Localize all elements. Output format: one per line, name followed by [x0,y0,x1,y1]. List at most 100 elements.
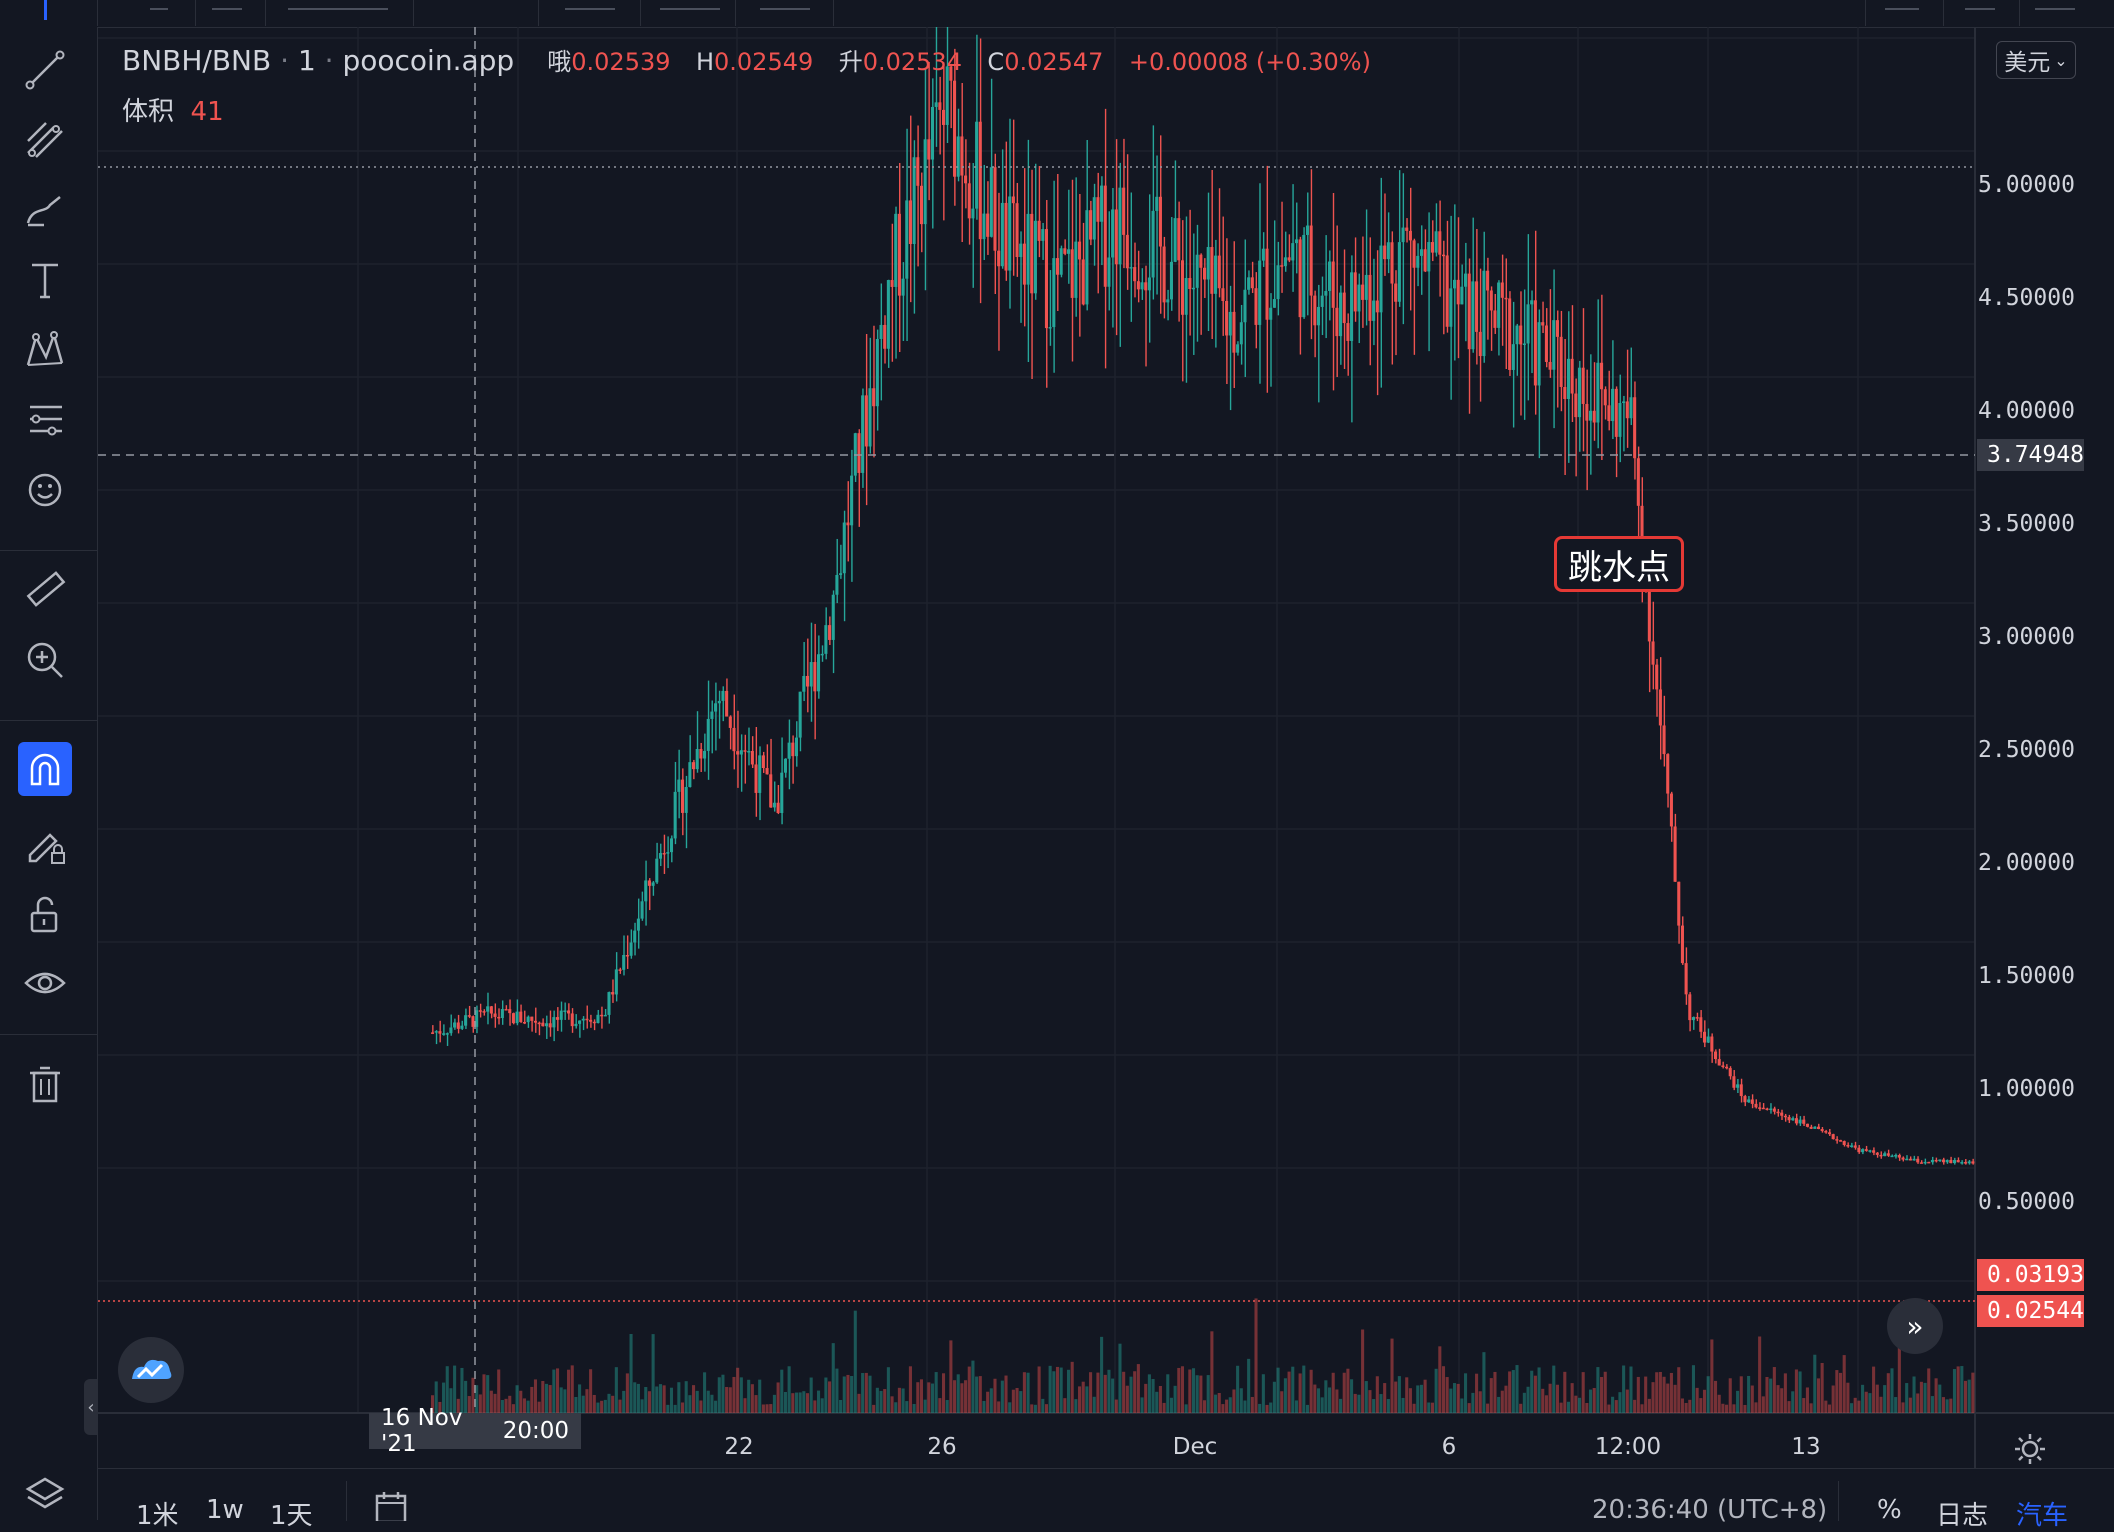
volume-bar [1221,1404,1225,1413]
trash-icon[interactable] [18,1057,72,1111]
candle-body [938,102,942,110]
candle-body [563,1010,567,1012]
dive-point-annotation[interactable]: 跳水点 [1554,536,1684,592]
candle-body [1489,290,1493,311]
auto-toggle[interactable]: 汽车 [2016,1501,2069,1531]
emoji-icon[interactable] [18,463,72,517]
interval[interactable]: 1 [297,44,316,77]
volume-bar [1206,1375,1210,1413]
collapse-toolbar-handle[interactable]: ‹ [84,1379,98,1435]
gear-icon[interactable] [2012,1431,2048,1467]
symbol-name[interactable]: BNBH/BNB [122,44,272,77]
trend-line-icon[interactable] [18,43,72,97]
candle-body [817,654,821,692]
toolbar-item-stub[interactable] [288,0,388,10]
volume-bar [1662,1376,1666,1413]
calendar-icon[interactable] [374,1491,410,1521]
toolbar-item-stub[interactable] [760,0,810,10]
candle-body [614,969,618,995]
volume-bar [431,1395,435,1413]
volume-bar [699,1400,703,1413]
candle-body [1232,311,1236,353]
volume-bar [442,1382,446,1413]
snapshot-stub[interactable] [2035,0,2075,10]
volume-bar [1397,1376,1401,1413]
scroll-to-realtime-button[interactable]: » [1887,1298,1943,1354]
volume-bar [1589,1389,1593,1413]
volume-bar [872,1404,876,1413]
settings-stub[interactable] [1885,0,1919,10]
volume-bar [1107,1369,1111,1413]
unlock-icon[interactable] [18,887,72,941]
chart-pane[interactable]: BNBH/BNB · 1 · poocoin.app 哦0.02539 H0.0… [84,27,2114,1468]
toolbar-item-stub[interactable] [212,0,242,10]
volume-bar [1574,1395,1578,1413]
candle-body [1019,243,1023,258]
fullscreen-stub[interactable] [1965,0,1995,10]
toolbar-item-stub[interactable] [150,0,168,10]
percent-toggle[interactable]: % [1877,1495,1902,1525]
candle-body [504,1009,508,1011]
candle-body [1945,1159,1949,1163]
high-value: 0.02549 [714,48,814,76]
text-icon[interactable] [18,253,72,307]
magnet-icon[interactable] [18,742,72,796]
log-toggle[interactable]: 日志 [1936,1501,1989,1531]
active-indicator [44,0,47,20]
volume-bar [1552,1365,1556,1413]
fib-tools-icon[interactable] [18,113,72,167]
candle-body [1475,281,1479,332]
price-chart[interactable] [98,27,2114,1468]
range-button[interactable]: 1w [206,1495,244,1525]
volume-bar [912,1404,916,1413]
clock[interactable]: 20:36:40 (UTC+8) [1592,1495,1828,1525]
tradingview-logo-icon[interactable] [118,1337,184,1403]
candle-body [533,1020,538,1023]
toolbar-item-stub[interactable] [660,0,720,10]
close-label: C [987,48,1005,76]
candle-body [1026,213,1030,285]
volume-bar [897,1387,901,1413]
candle-body [1247,277,1251,290]
volume-bar [934,1372,938,1413]
range-button[interactable]: 1米 [136,1501,179,1531]
pattern-icon[interactable] [18,323,72,377]
top-toolbar [0,0,2114,28]
candle-body [941,109,946,125]
candle-body [978,121,982,240]
candle-body [1794,1118,1798,1124]
candle-body [1754,1103,1758,1108]
volume-bar [703,1372,707,1413]
volume-bar [1886,1373,1890,1413]
volume-bar [1633,1399,1637,1413]
forecast-icon[interactable] [18,393,72,447]
volume-bar [1805,1387,1809,1413]
ruler-icon[interactable] [18,563,72,617]
zoom-in-icon[interactable] [18,633,72,687]
candle-body [677,779,681,792]
candle-body [1570,358,1574,394]
volume-bar [1129,1376,1133,1413]
candle-body [475,1010,479,1027]
candle-body [1669,793,1673,827]
volume-bar [625,1373,629,1413]
candle-body [633,930,637,943]
brush-icon[interactable] [18,183,72,237]
volume-bar [1802,1398,1806,1413]
volume-bar [1236,1365,1240,1413]
volume-bar [1967,1379,1971,1413]
candle-body [1938,1159,1942,1162]
eye-icon[interactable] [18,957,72,1011]
volume-bar [585,1389,589,1413]
volume-bar [1743,1404,1747,1413]
range-button[interactable]: 1天 [270,1501,313,1531]
candle-body [673,791,677,839]
candle-body [611,992,615,995]
candle-body [1372,300,1376,321]
candle-body [1405,227,1409,231]
volume-label[interactable]: 体积 [122,97,175,127]
toolbar-item-stub[interactable] [565,0,615,10]
currency-dropdown[interactable]: 美元 ⌄ [1996,41,2076,79]
lock-drawing-icon[interactable] [18,817,72,871]
layers-icon[interactable] [18,1467,72,1521]
